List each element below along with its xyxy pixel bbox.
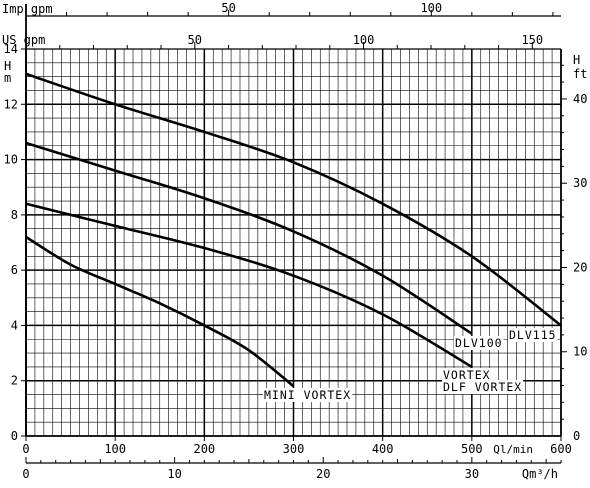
grid	[26, 49, 561, 436]
axes	[21, 4, 567, 464]
y-right-label: H	[573, 53, 580, 67]
curve-label-mini-vortex: MINI VORTEX	[264, 388, 351, 402]
us-gpm-tick-label: 150	[521, 33, 543, 47]
curve-label-dlv100: DLV100	[455, 336, 503, 350]
imp-gpm-tick-label: 50	[221, 1, 235, 15]
y-right-tick-label: 30	[573, 176, 587, 190]
us-gpm-label: US gpm	[2, 33, 45, 47]
curve-label-vortex: VORTEX	[443, 368, 491, 382]
us-gpm-tick-label: 100	[353, 33, 375, 47]
y-right-unit: ft	[573, 67, 587, 81]
x-primary-tick-label: 300	[283, 442, 305, 456]
x-primary-tick-label: 600	[550, 442, 572, 456]
y-left-tick-label: 14	[4, 42, 18, 56]
y-left-tick-label: 10	[4, 153, 18, 167]
y-left-tick-label: 2	[11, 374, 18, 388]
curve-2	[25, 202, 473, 369]
y-right-tick-label: 40	[573, 92, 587, 106]
curve-label-dlv115: DLV115	[509, 328, 557, 342]
y-left-unit: m	[4, 71, 11, 85]
y-right-tick-label: 10	[573, 345, 587, 359]
y-right-tick-label: 20	[573, 260, 587, 274]
y-left-tick-label: 12	[4, 97, 18, 111]
label-background	[508, 328, 558, 342]
x-secondary-tick-label: 20	[316, 467, 330, 481]
y-left-tick-label: 0	[11, 429, 18, 443]
x-primary-tick-label: 500	[461, 442, 483, 456]
label-background	[263, 388, 353, 402]
x-primary-tick-label: 200	[193, 442, 215, 456]
y-left-label: H	[4, 59, 11, 73]
y-right-tick-label: 0	[573, 429, 580, 443]
imp-gpm-tick-label: 100	[420, 1, 442, 15]
x-secondary-unit-label: Qm³/h	[522, 467, 558, 481]
y-left-tick-label: 8	[11, 208, 18, 222]
curve-3	[25, 235, 295, 388]
curve-label-dlf-vortex: DLF VORTEX	[443, 380, 522, 394]
y-left-tick-label: 6	[11, 263, 18, 277]
x-secondary-tick-label: 0	[22, 467, 29, 481]
label-background	[442, 368, 492, 382]
x-secondary-tick-label: 10	[167, 467, 181, 481]
curve-1	[25, 141, 473, 335]
x-primary-tick-label: 400	[372, 442, 394, 456]
x-primary-tick-label: 0	[22, 442, 29, 456]
curves	[25, 72, 562, 388]
x-primary-unit-label: Ql/min	[493, 443, 533, 456]
curve-0	[25, 72, 562, 327]
imp-gpm-label: Imp gpm	[2, 2, 53, 16]
x-secondary-tick-label: 30	[465, 467, 479, 481]
x-primary-tick-label: 100	[104, 442, 126, 456]
us-gpm-tick-label: 50	[188, 33, 202, 47]
y-left-tick-label: 4	[11, 318, 18, 332]
label-background	[454, 336, 504, 350]
label-background	[442, 380, 524, 394]
